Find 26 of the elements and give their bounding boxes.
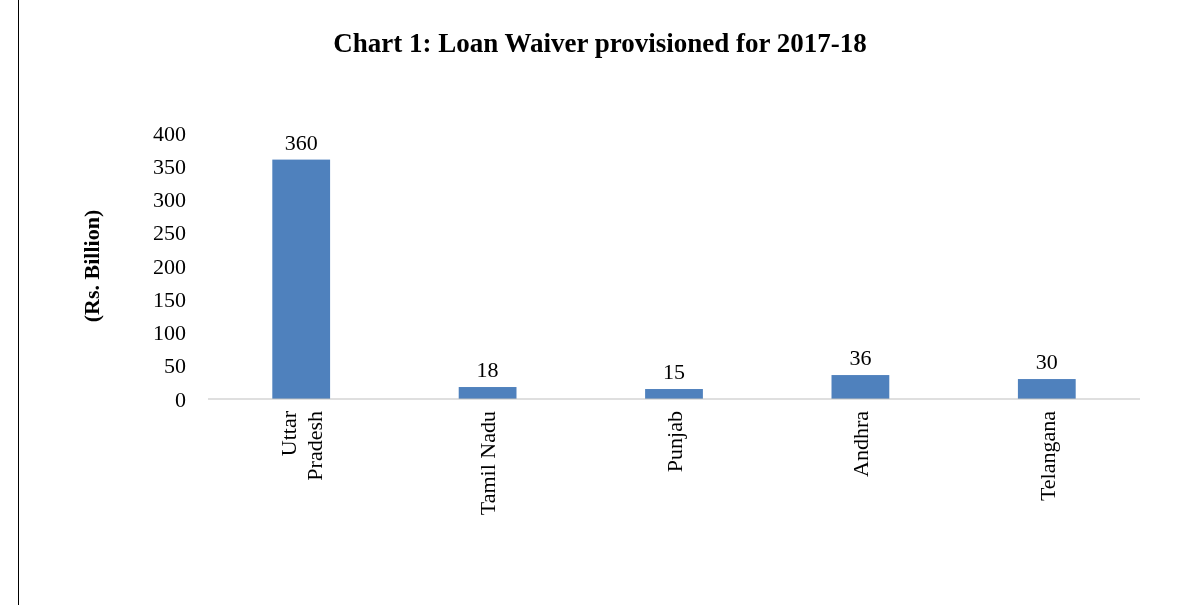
y-tick-label: 400 bbox=[153, 120, 186, 146]
y-tick-label: 150 bbox=[153, 286, 186, 312]
x-tick-label: Punjab bbox=[661, 411, 687, 473]
y-axis-title: (Rs. Billion) bbox=[79, 209, 104, 323]
bar bbox=[831, 375, 890, 399]
data-label: 15 bbox=[663, 359, 685, 385]
data-label: 360 bbox=[284, 129, 318, 155]
x-tick-label: Tamil Nadu bbox=[475, 411, 501, 516]
data-label: 36 bbox=[849, 345, 872, 371]
y-tick-label: 0 bbox=[175, 386, 186, 412]
y-tick-label: 300 bbox=[153, 187, 186, 213]
y-tick-label: 50 bbox=[164, 353, 186, 379]
data-label: 30 bbox=[1035, 349, 1058, 375]
x-tick-label: Uttar Pradesh bbox=[275, 410, 327, 481]
y-tick-label: 350 bbox=[153, 153, 186, 179]
chart-title: Chart 1: Loan Waiver provisioned for 2017-18 bbox=[333, 28, 867, 58]
x-tick-label: Telangana bbox=[1034, 410, 1060, 502]
y-tick-label: 250 bbox=[153, 220, 186, 246]
data-label: 18 bbox=[476, 357, 499, 383]
y-tick-label: 100 bbox=[153, 320, 186, 346]
y-tick-label: 200 bbox=[153, 253, 186, 279]
bar bbox=[272, 159, 331, 399]
x-tick-label: Andhra bbox=[848, 410, 874, 477]
bar bbox=[458, 387, 517, 399]
bar bbox=[645, 389, 703, 399]
bar bbox=[1017, 379, 1076, 399]
